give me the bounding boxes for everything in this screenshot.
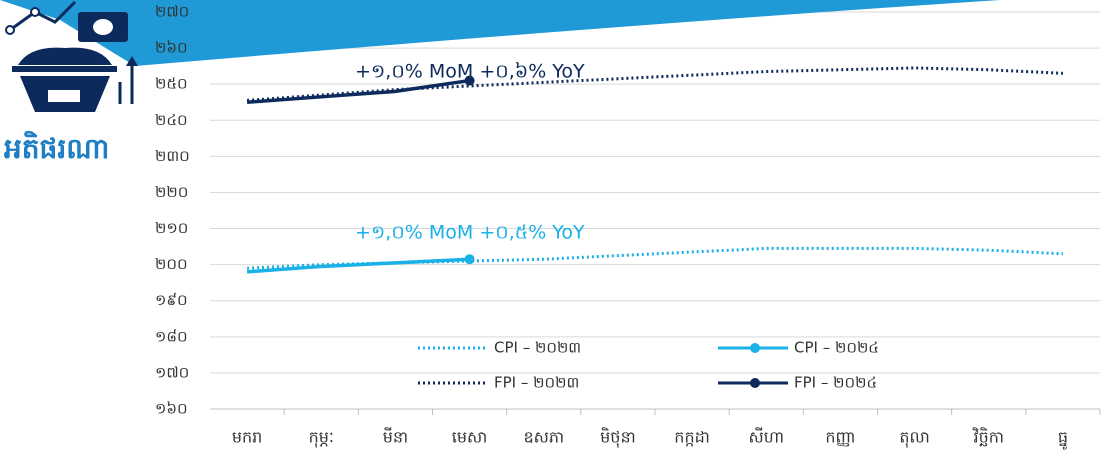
banner bbox=[0, 0, 1000, 66]
annotation: +១,០% MoM +០,៦% YoY bbox=[355, 61, 585, 83]
series-line bbox=[246, 257, 470, 274]
y-tick-label: ២០០ bbox=[155, 255, 188, 273]
y-tick-label: ២១០ bbox=[155, 219, 188, 237]
x-tick-label: សីហា bbox=[748, 427, 784, 447]
x-tick-label: មីនា bbox=[383, 427, 408, 447]
legend-label: CPI – ២០២៣ bbox=[494, 339, 581, 357]
legend-marker bbox=[750, 343, 760, 353]
legend-label: FPI – ២០២៤ bbox=[794, 374, 877, 392]
y-tick-label: ១៧០ bbox=[155, 363, 189, 381]
x-tick-label: ឧសភា bbox=[523, 428, 564, 447]
point-marker bbox=[464, 254, 475, 265]
y-tick-label: ២២០ bbox=[155, 183, 188, 201]
y-tick-label: ២៧០ bbox=[155, 3, 189, 21]
y-tick-label: ២៥០ bbox=[155, 75, 188, 93]
legend-label: CPI – ២០២៤ bbox=[794, 339, 879, 357]
x-tick-label: កុម្ភៈ bbox=[309, 428, 334, 449]
x-tick-label: មេសា bbox=[452, 428, 488, 447]
point-marker bbox=[464, 75, 475, 86]
series-line bbox=[246, 66, 1063, 102]
legend-marker bbox=[750, 378, 760, 388]
x-tick-label: កញ្ញា bbox=[825, 428, 855, 447]
y-tick-label: ១៩០ bbox=[155, 291, 188, 309]
x-tick-label: មករា bbox=[232, 428, 262, 447]
icon bbox=[5, 0, 138, 112]
legend-label: FPI – ២០២៣ bbox=[494, 374, 579, 392]
y-tick-label: ២៤០ bbox=[155, 111, 188, 129]
y-tick-label: ២៦០ bbox=[155, 39, 188, 57]
x-tick-label: វិច្ឆិកា bbox=[972, 427, 1004, 447]
grid-layer bbox=[210, 11, 1100, 410]
x-tick-label: មិថុនា bbox=[600, 427, 636, 449]
x-tick-label: តុលា bbox=[899, 428, 929, 449]
y-tick-label: ១៨០ bbox=[155, 327, 188, 345]
y-tick-label: ២៣០ bbox=[155, 147, 190, 165]
side-title: អតិផរណា bbox=[4, 130, 109, 165]
y-tick-label: ១៦០ bbox=[155, 400, 188, 418]
annotation: +១,០% MoM +០,៥% YoY bbox=[355, 222, 585, 244]
series-line bbox=[246, 78, 470, 104]
x-tick-label: ធ្នូ bbox=[1058, 428, 1068, 451]
x-tick-label: កក្កដា bbox=[674, 428, 710, 447]
